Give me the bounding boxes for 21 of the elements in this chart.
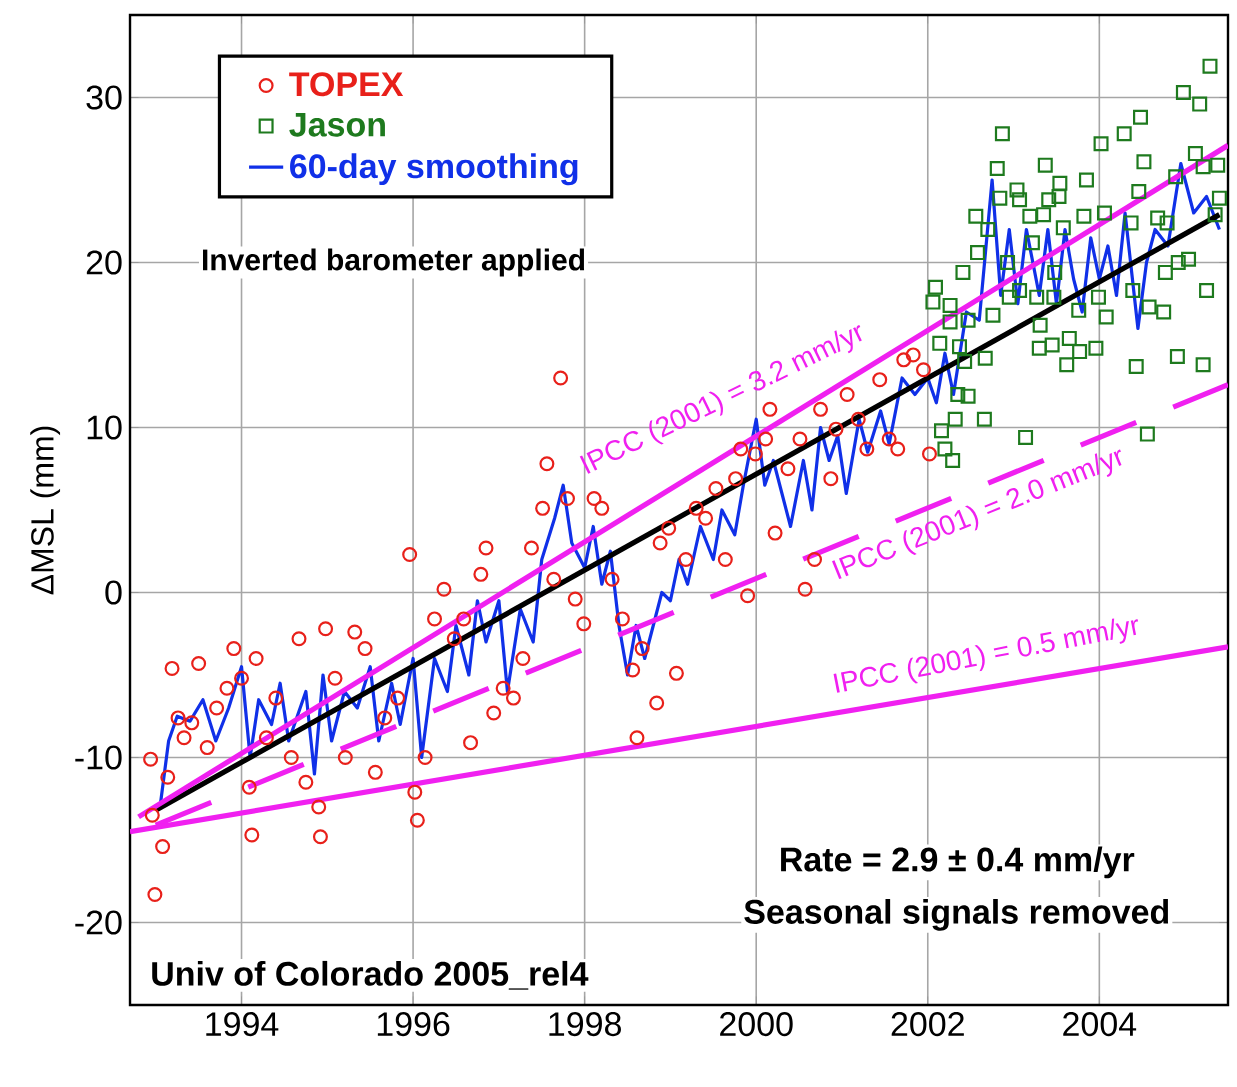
y-tick-label: 10 [87,415,122,440]
y-axis-title: ΔMSL (mm) [30,426,61,595]
y-tick-label: 0 [105,580,122,605]
y-tick-label: 20 [86,250,122,275]
x-tick-label: 2000 [720,1012,793,1037]
x-tick-label: 1994 [206,1012,279,1037]
y-tick-label: -10 [75,745,122,770]
annotation: Inverted barometer applied [202,248,585,277]
y-tick-label: 30 [86,85,122,110]
y-tick-label: -20 [75,910,122,935]
legend-label: TOPEX [289,72,404,97]
x-tick-label: 2002 [891,1012,964,1037]
annotation: Rate = 2.9 ± 0.4 mm/yr [781,846,1135,879]
x-tick-label: 2004 [1063,1012,1137,1037]
legend-label: 60-day smoothing [290,153,578,186]
annotation: Univ of Colorado 2005_rel4 [152,960,589,990]
x-tick-label: 1998 [549,1012,621,1037]
legend-label: Jason [289,112,385,137]
annotation: IPCC (2001) = 0.5 mm/yr [833,618,1139,693]
annotation: Seasonal signals removed [744,898,1169,931]
x-tick-label: 1996 [377,1012,450,1037]
